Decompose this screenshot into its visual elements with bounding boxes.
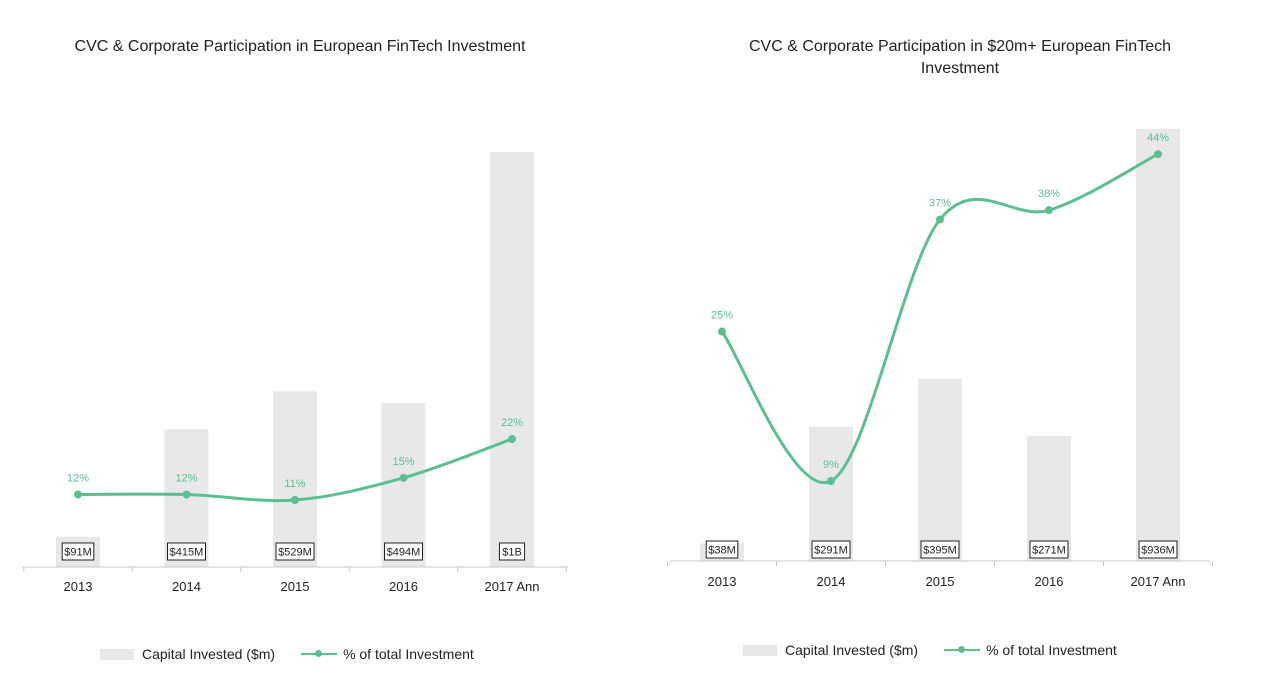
chart-plot: $91M $415M $529M $494M $1B 2013 2014 2015 2016 20… bbox=[22, 152, 568, 594]
bar-2 bbox=[809, 426, 853, 561]
chart-legend: Capital Invested ($m) % of total Investm… bbox=[100, 646, 474, 662]
percent-point-1 bbox=[74, 490, 82, 499]
chart-plot: $38M $291M $395M $271M $936M 2013 2014 2015 2016… bbox=[667, 129, 1213, 589]
percent-point-5 bbox=[508, 435, 516, 444]
bar-value-label: $91M bbox=[64, 547, 92, 559]
bar-value-label: $415M bbox=[170, 547, 204, 559]
x-tick-label: 2017 Ann bbox=[1131, 574, 1186, 589]
percent-point-2 bbox=[827, 477, 835, 485]
percent-label: 9% bbox=[823, 459, 839, 471]
bar-value-label: $291M bbox=[814, 545, 848, 557]
chart-cvc-european-fintech: CVC & Corporate Participation in Europea… bbox=[0, 0, 620, 688]
value-box-3 bbox=[920, 540, 960, 559]
value-box-5 bbox=[498, 542, 526, 561]
percent-label: 38% bbox=[1038, 188, 1060, 200]
bar-3 bbox=[273, 391, 317, 567]
value-box-1 bbox=[61, 542, 95, 561]
percent-point-4 bbox=[399, 473, 408, 482]
legend-line-label: % of total Investment bbox=[986, 642, 1117, 658]
x-tick-label: 2016 bbox=[389, 579, 418, 594]
bar-3 bbox=[918, 378, 962, 561]
legend-bar-swatch bbox=[100, 648, 134, 660]
x-tick-label: 2017 Ann bbox=[485, 579, 540, 594]
legend-line-label: % of total Investment bbox=[343, 646, 474, 662]
bar-5 bbox=[490, 152, 534, 567]
percent-point-5 bbox=[1154, 150, 1162, 159]
bar-4 bbox=[381, 402, 426, 567]
bar-value-label: $936M bbox=[1141, 545, 1175, 557]
percent-label: 44% bbox=[1147, 132, 1169, 144]
percent-point-3 bbox=[291, 496, 299, 504]
percent-label: 11% bbox=[284, 478, 305, 490]
x-tick-label: 2013 bbox=[64, 579, 93, 594]
percent-label: 12% bbox=[175, 472, 197, 484]
x-tick-label: 2014 bbox=[817, 574, 846, 589]
bar-value-label: $395M bbox=[923, 545, 957, 557]
bar-value-label: $1B bbox=[502, 547, 522, 559]
percent-point-2 bbox=[182, 490, 191, 499]
bar-value-label: $494M bbox=[387, 547, 421, 559]
percent-label: 25% bbox=[711, 310, 733, 322]
x-tick-label: 2014 bbox=[172, 579, 201, 594]
percent-label: 12% bbox=[67, 472, 89, 484]
legend-line-swatch bbox=[301, 648, 338, 660]
legend-bar-swatch bbox=[743, 644, 777, 656]
value-box-4 bbox=[1029, 540, 1069, 559]
legend-line-swatch bbox=[944, 644, 981, 656]
chart-legend: Capital Invested ($m) % of total Investm… bbox=[743, 642, 1117, 658]
value-box-4 bbox=[384, 542, 423, 561]
bar-value-label: $529M bbox=[278, 547, 312, 559]
value-box-5 bbox=[1138, 540, 1178, 559]
chart-title: CVC & Corporate Participation in Europea… bbox=[74, 38, 526, 55]
bar-4 bbox=[1027, 435, 1071, 561]
percent-point-1 bbox=[718, 327, 726, 336]
bar-value-label: $38M bbox=[708, 545, 736, 557]
percent-point-4 bbox=[1045, 206, 1053, 215]
x-tick-label: 2016 bbox=[1035, 574, 1064, 589]
percent-label: 15% bbox=[392, 456, 414, 468]
value-box-2 bbox=[811, 540, 851, 559]
x-tick-label: 2015 bbox=[281, 579, 310, 594]
chart-title: CVC & Corporate Participation in $20m+ E… bbox=[749, 38, 1171, 77]
value-box-1 bbox=[705, 540, 739, 559]
bar-5 bbox=[1136, 129, 1180, 561]
bar-value-label: $271M bbox=[1032, 545, 1066, 557]
percent-label: 37% bbox=[929, 197, 951, 209]
chart-cvc-20m-european-fintech: CVC & Corporate Participation in $20m+ E… bbox=[640, 0, 1261, 688]
percent-line bbox=[720, 152, 1159, 485]
legend-bar-label: Capital Invested ($m) bbox=[785, 642, 919, 658]
legend-bar-label: Capital Invested ($m) bbox=[142, 646, 276, 662]
percent-label: 22% bbox=[501, 417, 523, 429]
x-tick-label: 2013 bbox=[708, 574, 737, 589]
percent-point-3 bbox=[936, 215, 944, 224]
x-tick-label: 2015 bbox=[926, 574, 955, 589]
value-box-3 bbox=[275, 542, 315, 561]
value-box-2 bbox=[167, 542, 206, 561]
